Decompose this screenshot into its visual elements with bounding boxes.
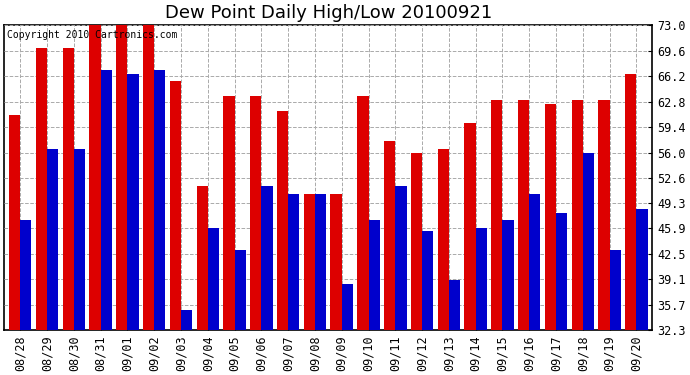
Bar xyxy=(491,100,502,375)
Bar xyxy=(331,194,342,375)
Bar xyxy=(464,123,475,375)
Text: Copyright 2010 Cartronics.com: Copyright 2010 Cartronics.com xyxy=(8,30,178,40)
Bar xyxy=(63,48,74,375)
Bar xyxy=(545,104,556,375)
Bar xyxy=(224,96,235,375)
Bar xyxy=(636,209,648,375)
Bar xyxy=(288,194,299,375)
Bar xyxy=(154,70,166,375)
Bar xyxy=(357,96,368,375)
Bar xyxy=(422,231,433,375)
Bar xyxy=(304,194,315,375)
Bar xyxy=(395,186,406,375)
Bar xyxy=(625,74,636,375)
Bar xyxy=(571,100,583,375)
Bar xyxy=(250,96,262,375)
Bar xyxy=(342,284,353,375)
Bar xyxy=(181,310,193,375)
Bar xyxy=(197,186,208,375)
Bar xyxy=(235,250,246,375)
Bar xyxy=(502,220,513,375)
Bar xyxy=(9,115,20,375)
Bar xyxy=(47,149,58,375)
Bar xyxy=(368,220,380,375)
Bar xyxy=(437,149,449,375)
Bar xyxy=(90,25,101,375)
Bar xyxy=(208,228,219,375)
Bar xyxy=(411,153,422,375)
Bar xyxy=(529,194,540,375)
Bar xyxy=(74,149,85,375)
Bar xyxy=(101,70,112,375)
Bar xyxy=(384,141,395,375)
Bar xyxy=(315,194,326,375)
Bar xyxy=(20,220,32,375)
Bar xyxy=(583,153,594,375)
Bar xyxy=(170,81,181,375)
Bar xyxy=(143,25,154,375)
Bar xyxy=(116,25,128,375)
Bar xyxy=(598,100,609,375)
Bar xyxy=(609,250,621,375)
Bar xyxy=(262,186,273,375)
Bar xyxy=(36,48,47,375)
Bar xyxy=(556,213,567,375)
Bar xyxy=(449,280,460,375)
Bar xyxy=(277,111,288,375)
Bar xyxy=(518,100,529,375)
Bar xyxy=(128,74,139,375)
Title: Dew Point Daily High/Low 20100921: Dew Point Daily High/Low 20100921 xyxy=(165,4,492,22)
Bar xyxy=(475,228,487,375)
